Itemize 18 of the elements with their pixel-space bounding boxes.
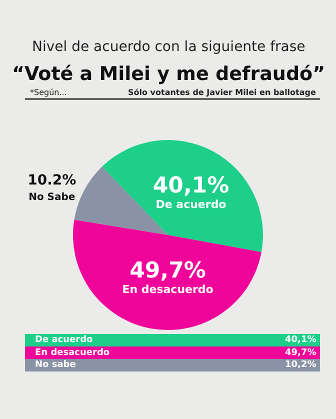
chart-title: Nivel de acuerdo con la siguiente frase — [32, 39, 306, 55]
data-label: 10.2% — [28, 172, 76, 188]
pie-slice — [73, 220, 262, 330]
data-label: 40,1% — [152, 173, 230, 198]
slice-label: De acuerdo — [156, 198, 227, 211]
text: De acuerdo — [35, 335, 93, 345]
text: Sólo votantes de Javier Milei en ballotage — [128, 88, 316, 97]
text: *Según... — [30, 88, 67, 97]
data-label: 49,7% — [130, 258, 206, 284]
text: 10,2% — [285, 360, 316, 370]
chart-subtitle: “Voté a Milei y me defraudó” — [12, 63, 326, 85]
text: No sabe — [35, 360, 76, 370]
pie-slice — [102, 140, 263, 252]
text: 40,1% — [285, 335, 316, 345]
slice-label: No Sabe — [28, 192, 76, 203]
text: 49,7% — [285, 348, 316, 358]
text: En desacuerdo — [35, 348, 110, 358]
slice-label: En desacuerdo — [122, 283, 214, 296]
